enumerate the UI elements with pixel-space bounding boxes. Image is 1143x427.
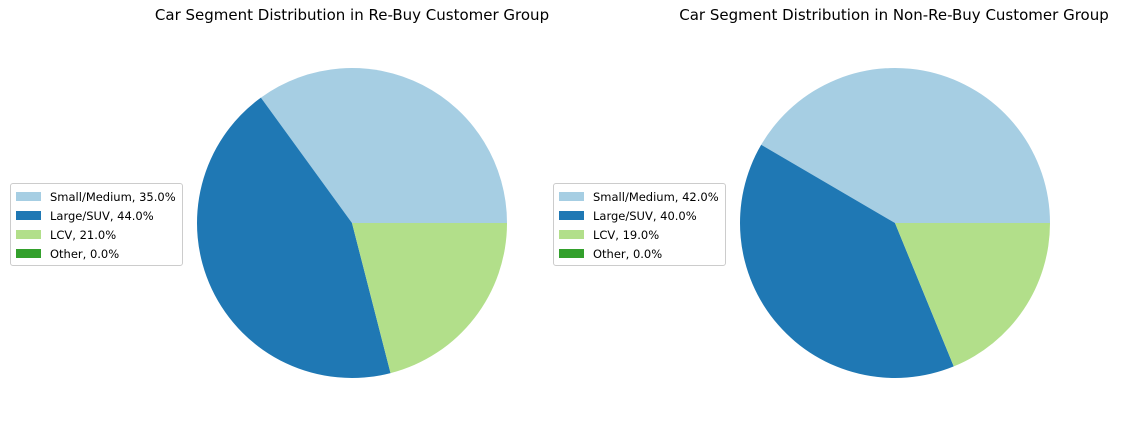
legend-swatch — [16, 192, 41, 201]
legend-item: Large/SUV, 40.0% — [559, 206, 719, 225]
pie-slice-large-suv — [740, 144, 954, 379]
legend-label: Other, 0.0% — [50, 246, 120, 261]
legend-swatch — [16, 211, 41, 220]
legend-item: LCV, 19.0% — [559, 225, 719, 244]
legend-item: Small/Medium, 35.0% — [16, 187, 176, 206]
legend-label: Large/SUV, 44.0% — [50, 208, 154, 223]
legend-item: Small/Medium, 42.0% — [559, 187, 719, 206]
legend-swatch — [559, 249, 584, 258]
legend-label: Other, 0.0% — [593, 246, 663, 261]
pie-slice-lcv — [352, 223, 507, 374]
legend-swatch — [16, 230, 41, 239]
legend-item: Other, 0.0% — [559, 244, 719, 263]
legend-label: Small/Medium, 42.0% — [593, 189, 719, 204]
legend-item: Other, 0.0% — [16, 244, 176, 263]
chart-title-non-rebuy: Car Segment Distribution in Non-Re-Buy C… — [679, 6, 1109, 24]
legend-label: Large/SUV, 40.0% — [593, 208, 697, 223]
legend-swatch — [559, 192, 584, 201]
legend-non-rebuy: Small/Medium, 42.0% Large/SUV, 40.0% LCV… — [553, 183, 726, 266]
pie-slice-small-medium — [761, 68, 1050, 224]
pie-slice-large-suv — [197, 97, 391, 379]
pie-slice-small-medium — [260, 68, 507, 224]
legend-rebuy: Small/Medium, 35.0% Large/SUV, 44.0% LCV… — [10, 183, 183, 266]
pie-slice-lcv — [895, 223, 1050, 367]
chart-title-rebuy: Car Segment Distribution in Re-Buy Custo… — [154, 6, 550, 24]
legend-swatch — [16, 249, 41, 258]
legend-item: LCV, 21.0% — [16, 225, 176, 244]
legend-label: Small/Medium, 35.0% — [50, 189, 176, 204]
legend-swatch — [559, 230, 584, 239]
legend-item: Large/SUV, 44.0% — [16, 206, 176, 225]
legend-label: LCV, 21.0% — [50, 227, 117, 242]
legend-label: LCV, 19.0% — [593, 227, 660, 242]
legend-swatch — [559, 211, 584, 220]
